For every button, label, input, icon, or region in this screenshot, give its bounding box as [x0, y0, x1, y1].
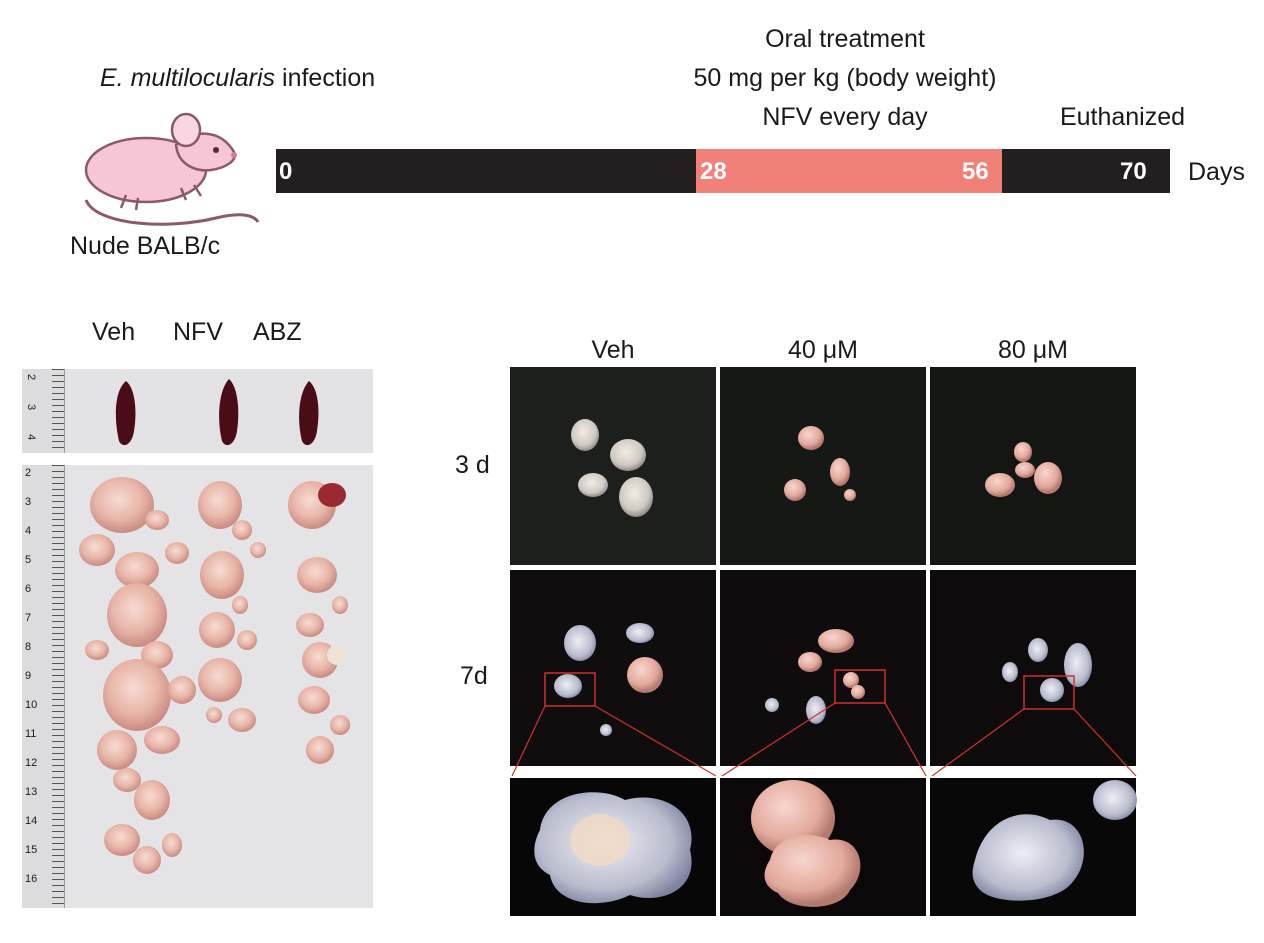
ruler-number: 14: [25, 815, 38, 827]
mouse-icon: [84, 112, 260, 226]
tick-28: 28: [700, 158, 727, 185]
treatment-line-1: Oral treatment: [765, 25, 925, 53]
infection-label: E. multilocularis infection: [100, 64, 375, 93]
lesion-photo: 2 3 4 5 6 7 8 9 10 11 12 13 14 15 16: [22, 465, 373, 908]
tick-70: 70: [1120, 158, 1147, 185]
zoom-box-40um: [834, 669, 886, 704]
ruler-number: 8: [25, 641, 32, 653]
species-name: E. multilocularis: [100, 64, 276, 92]
spleen-photo: 2 3 4: [22, 369, 373, 453]
panel-3d-veh: [510, 367, 716, 565]
spleen-abz: [299, 381, 319, 446]
ruler-number: 5: [25, 554, 32, 566]
infection-word: infection: [282, 64, 376, 92]
ruler-numbers: 2 3 4 5 6 7 8 9 10 11 12 13 14 15 16: [25, 465, 45, 908]
ruler-number: 15: [25, 844, 38, 856]
ruler-bottom: [22, 465, 65, 908]
left-col-abz: ABZ: [253, 318, 302, 346]
ruler-number: 12: [25, 757, 38, 769]
mouse-strain-label: Nude BALB/c: [70, 232, 221, 260]
ruler-number: 3: [25, 496, 32, 508]
row-label-3d: 3 d: [455, 451, 490, 479]
tick-56: 56: [962, 158, 989, 185]
right-col-80um: 80 μM: [998, 336, 1068, 364]
lesions-veh: [79, 477, 196, 874]
ruler-number: 10: [25, 699, 38, 711]
zoom-box-80um: [1023, 675, 1075, 710]
panel-7d-40um: [720, 570, 926, 766]
ruler-number: 11: [25, 728, 37, 740]
timeline-bar-treatment: [696, 149, 1002, 193]
lesions-abz: [288, 481, 350, 764]
ruler-number: 6: [25, 583, 32, 595]
right-col-veh: Veh: [591, 336, 635, 364]
euthanized-label: Euthanized: [1059, 103, 1186, 131]
ruler-number: 13: [25, 786, 38, 798]
timeline-bar-followup: [1002, 149, 1170, 193]
timeline-bar-baseline: [276, 149, 696, 193]
zoom-box-veh: [544, 672, 596, 707]
left-col-nfv: NFV: [173, 318, 223, 346]
panel-7d-80um: [930, 570, 1136, 766]
tick-0: 0: [279, 158, 293, 185]
panel-3d-40um: [720, 367, 926, 565]
ruler-number: 9: [25, 670, 32, 682]
ruler-number: 4: [25, 525, 32, 537]
ruler-top: 2 3 4: [22, 369, 65, 453]
days-unit-label: Days: [1188, 158, 1245, 186]
row-label-7d: 7d: [460, 662, 488, 690]
treatment-line-3: NFV every day: [762, 103, 928, 131]
ruler-number: 16: [25, 873, 38, 885]
spleen-veh: [115, 381, 136, 446]
left-col-veh: Veh: [92, 318, 136, 346]
ruler-number: 2: [25, 467, 32, 479]
spleen-nfv: [219, 379, 239, 446]
lesions-nfv: [198, 481, 266, 732]
panel-7d-veh: [510, 570, 716, 766]
treatment-line-2: 50 mg per kg (body weight): [693, 64, 997, 92]
right-col-40um: 40 μM: [788, 336, 858, 364]
ruler-number: 7: [25, 612, 32, 624]
